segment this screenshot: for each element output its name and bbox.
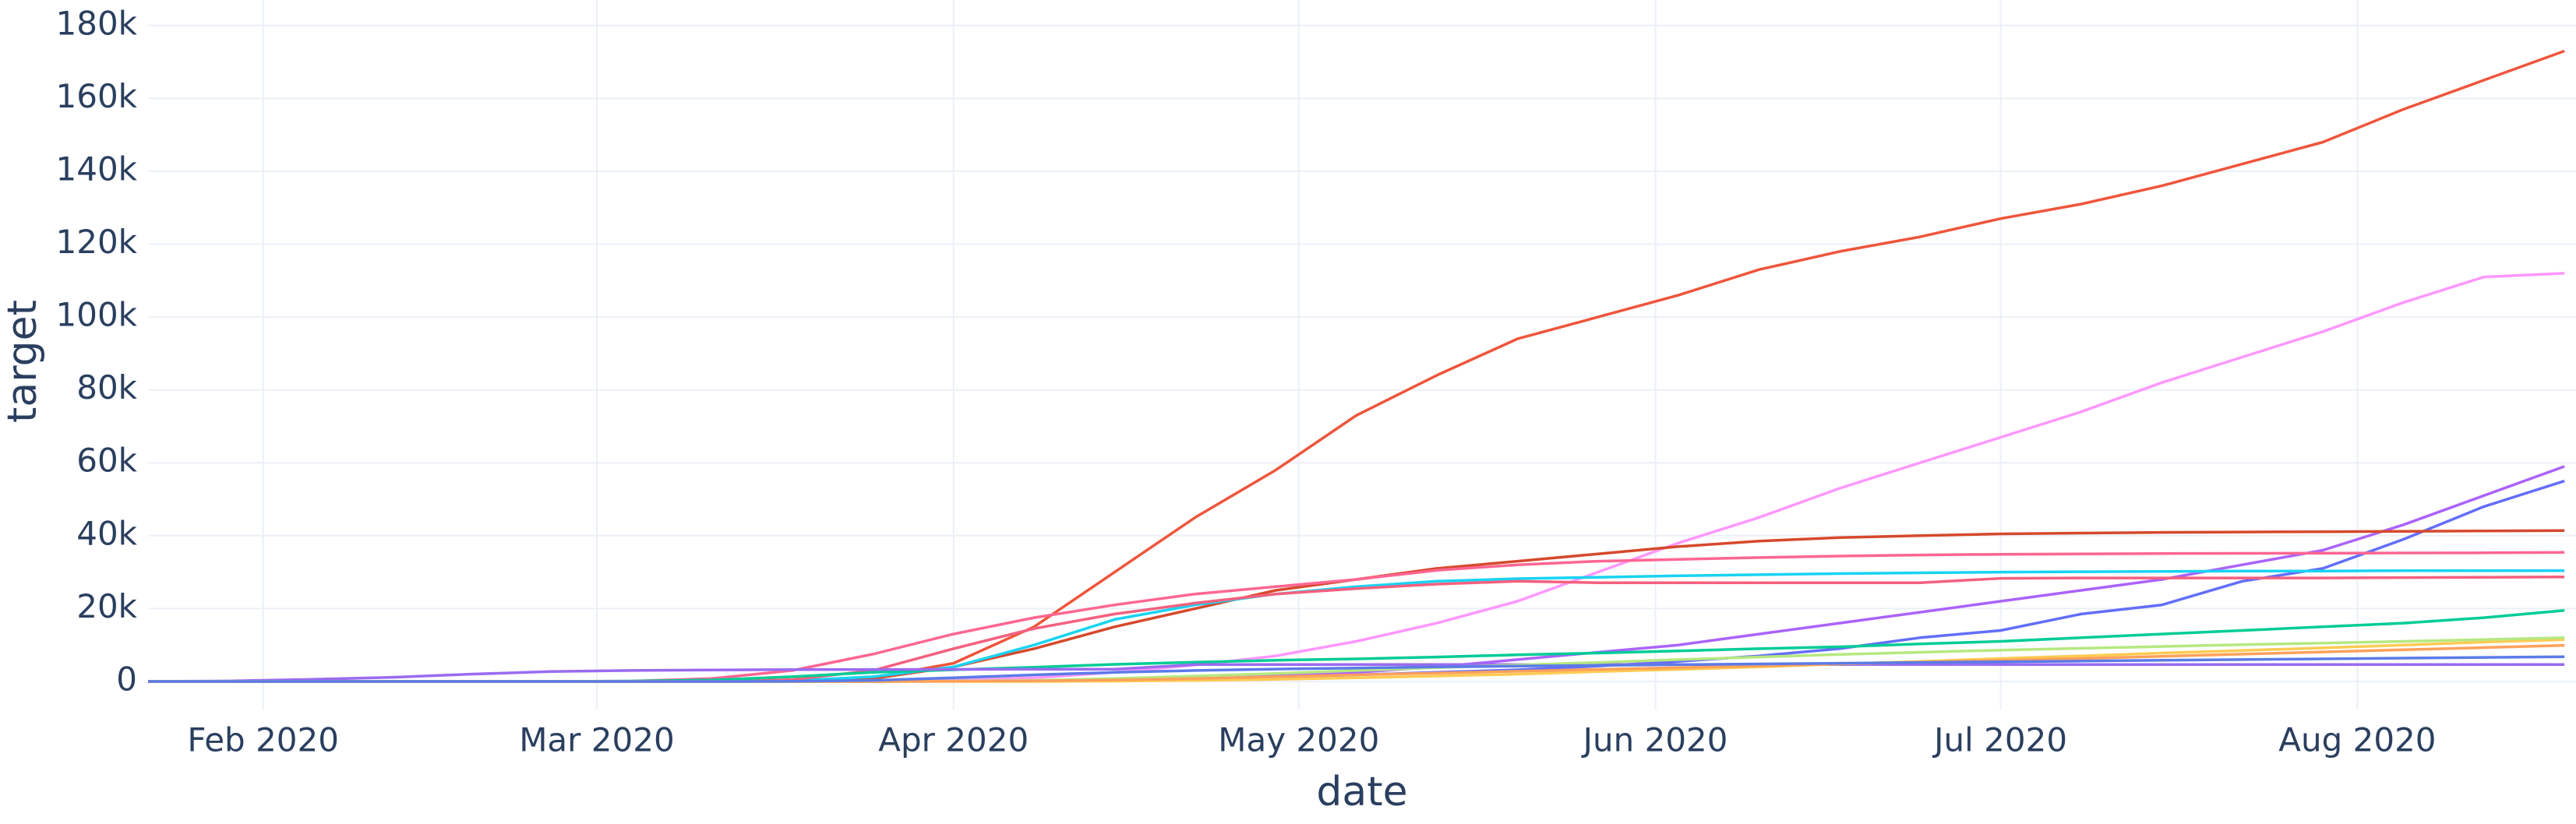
- x-tick-label: Jun 2020: [1581, 721, 1728, 759]
- y-tick-label: 40k: [76, 514, 137, 552]
- x-tick-label: Feb 2020: [187, 721, 339, 759]
- series-line: [147, 663, 2565, 683]
- y-tick-label: 100k: [56, 296, 138, 334]
- x-tick-label: Aug 2020: [2278, 721, 2436, 759]
- y-tick-label: 120k: [56, 223, 138, 261]
- y-tick-label: 0: [116, 660, 137, 698]
- x-tick-label: May 2020: [1218, 721, 1379, 759]
- series-line: [148, 465, 2565, 683]
- y-tick-label: 80k: [76, 368, 137, 407]
- y-tick-label: 160k: [56, 77, 138, 115]
- series-line: [148, 655, 2565, 683]
- x-tick-label: Jul 2020: [1932, 721, 2067, 759]
- y-tick-label: 180k: [56, 4, 138, 42]
- x-tick-label: Mar 2020: [519, 721, 674, 759]
- grid: [148, 0, 2576, 710]
- y-axis-title: target: [0, 300, 46, 423]
- y-tick-label: 60k: [76, 442, 137, 480]
- series-line: [148, 272, 2565, 683]
- y-tick-label: 140k: [56, 150, 138, 188]
- x-tick-label: Apr 2020: [878, 721, 1029, 759]
- lines: [147, 49, 2565, 683]
- y-tick-label: 20k: [76, 587, 137, 625]
- x-axis-title: date: [1316, 769, 1407, 815]
